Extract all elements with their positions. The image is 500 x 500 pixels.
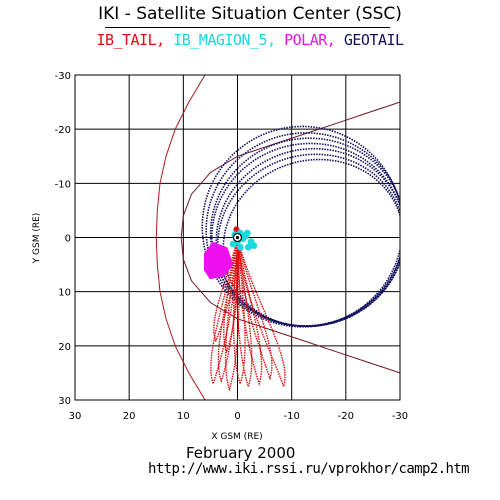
x-tick-label: -10 bbox=[283, 411, 299, 422]
legend-separator: , bbox=[326, 31, 344, 49]
ib-tail-orbit bbox=[236, 237, 273, 381]
x-tick-label: 10 bbox=[177, 411, 190, 422]
legend: IB_TAIL, IB_MAGION_5, POLAR, GEOTAIL bbox=[0, 31, 500, 49]
magion-point bbox=[236, 243, 244, 251]
x-tick-label: 30 bbox=[69, 411, 82, 422]
y-tick-label: 30 bbox=[58, 396, 71, 407]
polar-series bbox=[204, 241, 234, 280]
y-tick-label: -10 bbox=[55, 179, 71, 190]
plot-frame bbox=[74, 74, 401, 401]
axis-ticks: 30 20 10 0 -10 -20 -30 -30 -20 -10 0 10 20 30 bbox=[55, 71, 409, 422]
page-title: IKI - Satellite Situation Center (SSC) bbox=[98, 4, 402, 24]
x-tick-label: -30 bbox=[392, 411, 408, 422]
legend-item-ib-magion-5: IB_MAGION_5 bbox=[173, 31, 268, 49]
y-tick-label: 0 bbox=[65, 234, 71, 245]
legend-item-ib-tail: IB_TAIL bbox=[96, 31, 157, 49]
y-tick-label: 10 bbox=[58, 288, 71, 299]
ib-tail-orbit bbox=[236, 237, 286, 389]
legend-separator: , bbox=[267, 31, 285, 49]
y-tick-label: 20 bbox=[58, 342, 71, 353]
legend-item-geotail: GEOTAIL bbox=[343, 31, 404, 49]
legend-item-polar: POLAR bbox=[284, 31, 327, 49]
ib-tail-orbit bbox=[213, 237, 239, 343]
magion-point bbox=[244, 243, 252, 251]
ib-tail-orbit bbox=[235, 237, 253, 389]
earth-center bbox=[235, 235, 240, 240]
ib-tail-orbit bbox=[223, 237, 239, 354]
polar-patch bbox=[204, 241, 234, 280]
magion-point bbox=[250, 242, 258, 250]
y-tick-label: -30 bbox=[55, 71, 71, 82]
geotail-orbit bbox=[205, 132, 400, 327]
magnetopause-curve bbox=[180, 101, 400, 374]
legend-separator: , bbox=[156, 31, 174, 49]
bow-shock-curve bbox=[155, 75, 206, 400]
date-label: February 2000 bbox=[186, 444, 296, 462]
geotail-orbit bbox=[209, 137, 400, 327]
x-tick-label: 20 bbox=[123, 411, 136, 422]
x-tick-label: 0 bbox=[234, 411, 240, 422]
source-url: http://www.iki.rssi.ru/vprokhor/camp2.ht… bbox=[148, 461, 470, 477]
geotail-orbit bbox=[222, 158, 400, 328]
y-axis-label: Y GSM (RE) bbox=[32, 213, 42, 265]
x-axis-label: X GSM (RE) bbox=[211, 432, 262, 442]
geotail-orbit bbox=[201, 125, 400, 328]
y-tick-label: -20 bbox=[55, 125, 71, 136]
title-underline bbox=[105, 27, 390, 28]
ib-tail-orbit bbox=[232, 237, 246, 386]
magion-point bbox=[243, 229, 251, 237]
ib-tail-orbit bbox=[236, 237, 263, 386]
ib-tail-orbit bbox=[224, 237, 240, 392]
x-tick-label: -20 bbox=[338, 411, 354, 422]
data-area bbox=[155, 75, 400, 400]
